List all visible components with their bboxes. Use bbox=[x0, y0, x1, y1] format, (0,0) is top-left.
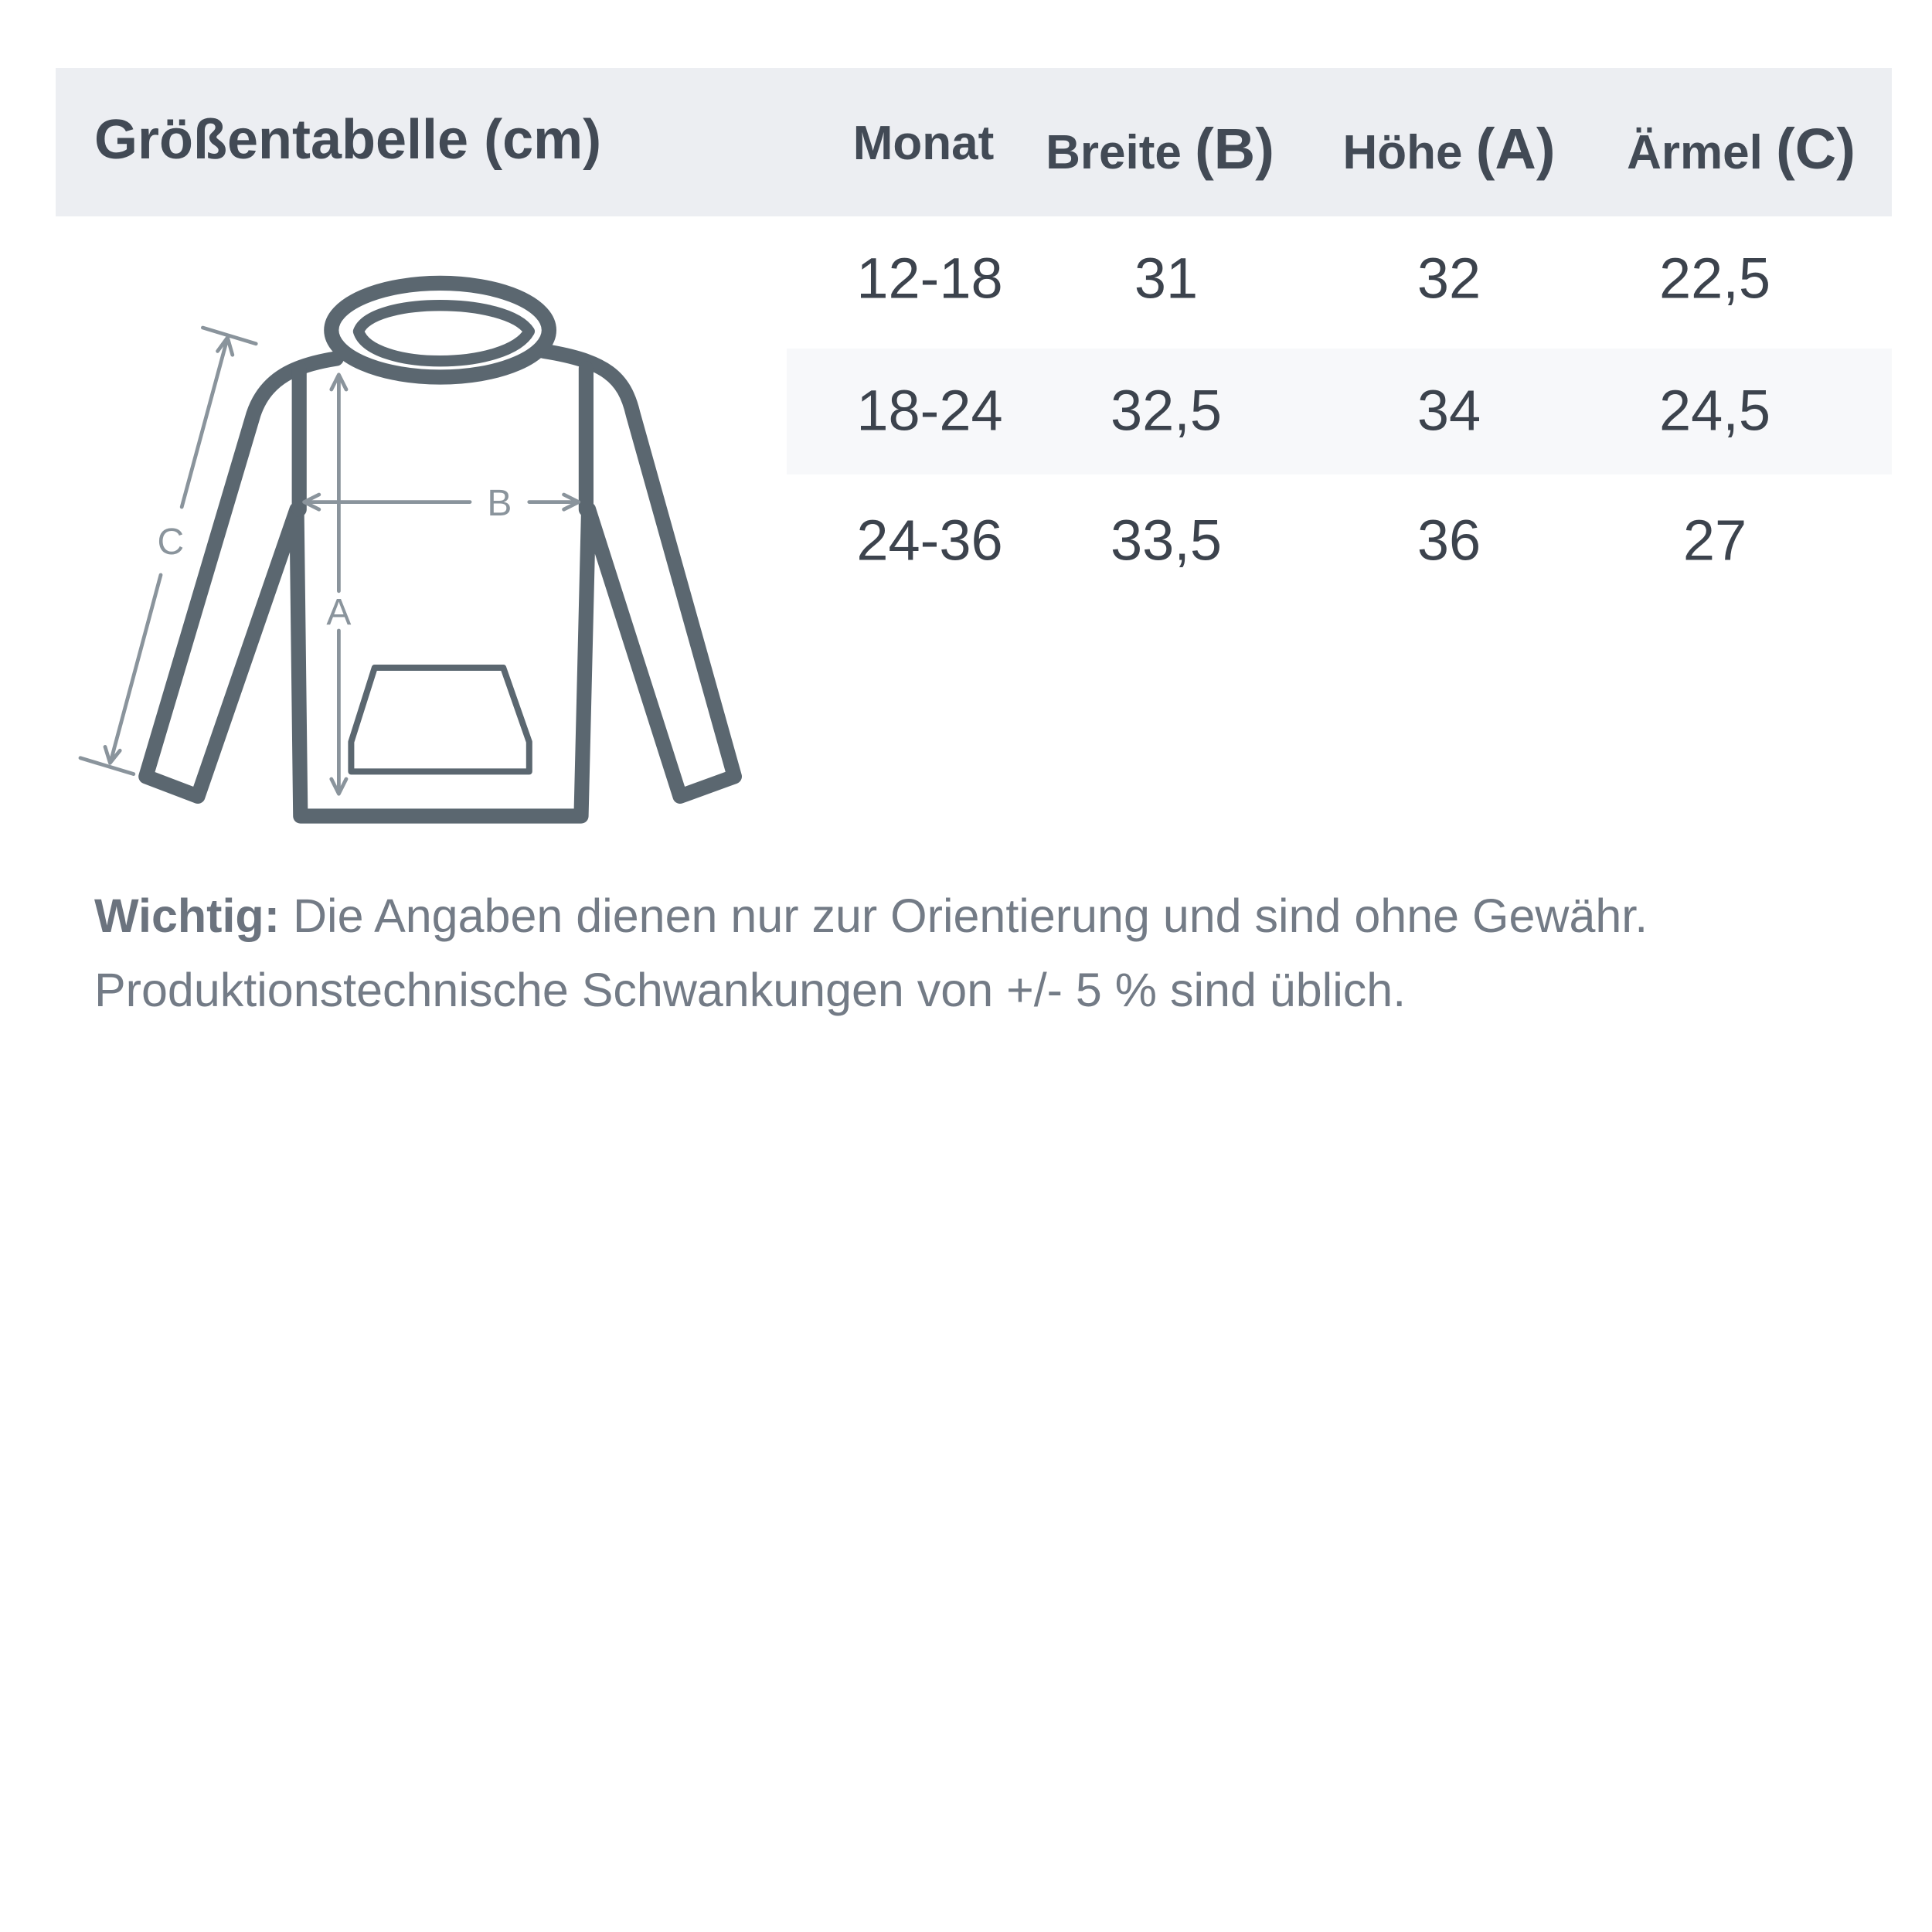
note-line-2: Produktionstechnische Schwankungen von +… bbox=[94, 964, 1406, 1016]
note-bold: Wichtig: bbox=[94, 889, 281, 942]
row-stripe bbox=[787, 349, 1892, 474]
page-title: Größentabelle (cm) bbox=[94, 109, 602, 171]
column-header-breite: Breite (B) bbox=[1046, 116, 1274, 182]
column-suffix: (B) bbox=[1195, 117, 1274, 181]
hoodie-icon bbox=[138, 275, 743, 824]
table-cell: 27 bbox=[1682, 508, 1747, 573]
column-suffix: (C) bbox=[1776, 117, 1855, 181]
label-a: A bbox=[326, 592, 351, 633]
column-label: Monat bbox=[852, 117, 995, 170]
pocket bbox=[348, 665, 532, 775]
label-b: B bbox=[487, 483, 512, 524]
table-cell: 32 bbox=[1417, 246, 1481, 311]
table-cell: 24,5 bbox=[1658, 378, 1771, 443]
table-cell: 12-18 bbox=[856, 246, 1003, 311]
label-c: C bbox=[157, 522, 184, 563]
column-header-monat: Monat bbox=[853, 116, 995, 171]
column-suffix: (A) bbox=[1475, 117, 1556, 181]
table-cell: 33,5 bbox=[1110, 508, 1223, 573]
table-header-band bbox=[56, 68, 1892, 216]
table-cell: 36 bbox=[1417, 508, 1481, 573]
note-text: Die Angaben dienen nur zur Orientierung … bbox=[280, 889, 1648, 942]
measure-lines bbox=[78, 325, 581, 796]
table-cell: 32,5 bbox=[1110, 378, 1223, 443]
hoodie-diagram: A B C bbox=[78, 275, 743, 824]
note-line-1: Wichtig: Die Angaben dienen nur zur Orie… bbox=[94, 889, 1648, 943]
column-header-hoehe: Höhe (A) bbox=[1343, 116, 1556, 182]
table-cell: 22,5 bbox=[1658, 246, 1771, 311]
column-header-aermel: Ärmel (C) bbox=[1627, 116, 1855, 182]
table-cell: 18-24 bbox=[856, 378, 1003, 443]
table-cell: 34 bbox=[1417, 378, 1481, 443]
column-label: Ärmel bbox=[1627, 126, 1777, 179]
table-cell: 31 bbox=[1134, 246, 1199, 311]
column-label: Höhe bbox=[1342, 126, 1476, 179]
table-cell: 24-36 bbox=[856, 508, 1003, 573]
column-label: Breite bbox=[1046, 126, 1196, 179]
